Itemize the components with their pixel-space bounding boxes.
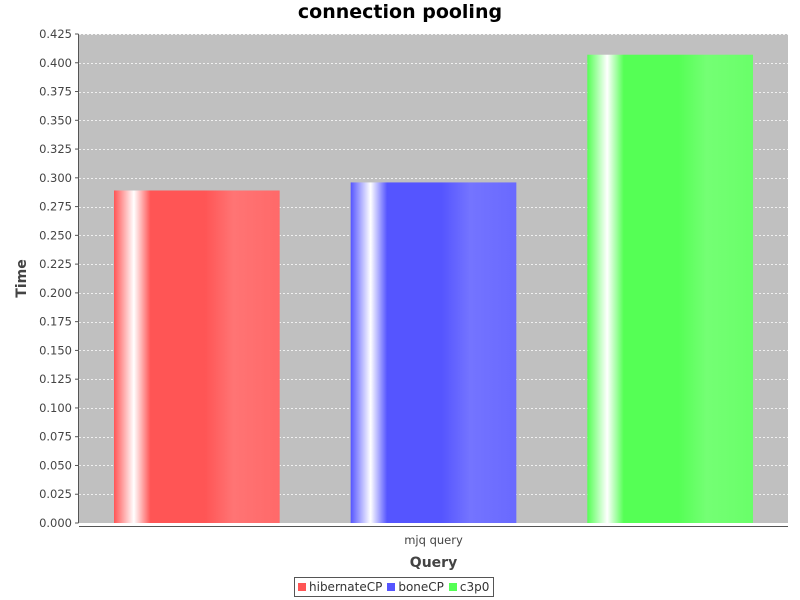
y-tick-label: 0.125	[39, 372, 72, 386]
legend-item-c3p0: c3p0	[448, 580, 490, 594]
chart-title: connection pooling	[297, 1, 503, 23]
legend-swatch-c3p0	[448, 583, 457, 591]
bar-chart: 0.000 0.025 0.050 0.075 0.100 0.125 0.150 0.175…	[14, 27, 788, 571]
y-tick-label: 0.425	[39, 27, 72, 41]
y-tick-label: 0.400	[39, 56, 72, 70]
y-tick-label: 0.175	[39, 315, 72, 329]
legend-label-hibernatecp: hibernateCP	[309, 580, 383, 594]
y-tick-label: 0.250	[39, 228, 72, 242]
y-tick-label: 0.075	[39, 430, 72, 444]
y-tick-label: 0.150	[39, 343, 72, 357]
axes: 0.000 0.025 0.050 0.075 0.100 0.125 0.150 0.175…	[39, 27, 788, 547]
legend-item-bonecp: boneCP	[387, 580, 444, 594]
y-tick-label: 0.050	[39, 458, 72, 472]
legend: hibernateCP boneCP c3p0	[294, 577, 495, 597]
y-tick-label: 0.325	[39, 142, 72, 156]
y-tick-label: 0.375	[39, 85, 72, 99]
y-tick-label: 0.275	[39, 200, 72, 214]
y-axis-title: Time	[14, 259, 30, 297]
y-tick-label: 0.100	[39, 401, 72, 415]
legend-item-hibernatecp: hibernateCP	[298, 580, 382, 594]
y-tick-label: 0.300	[39, 171, 72, 185]
bar-hibernatecp	[114, 190, 280, 524]
legend-swatch-hibernatecp	[298, 583, 306, 591]
y-tick-label: 0.200	[39, 286, 72, 300]
bar-c3p0	[587, 54, 753, 524]
legend-swatch-bonecp	[387, 583, 396, 591]
legend-label-c3p0: c3p0	[459, 580, 490, 594]
y-tick-label: 0.350	[39, 113, 72, 127]
y-tick-label: 0.000	[39, 516, 72, 530]
x-tick-label: mjq query	[404, 533, 463, 547]
x-axis-title: Query	[410, 555, 457, 571]
bars	[114, 54, 753, 524]
y-tick-label: 0.225	[39, 257, 72, 271]
y-tick-label: 0.025	[39, 487, 72, 501]
legend-label-bonecp: boneCP	[398, 580, 444, 594]
bar-bonecp	[350, 182, 517, 523]
